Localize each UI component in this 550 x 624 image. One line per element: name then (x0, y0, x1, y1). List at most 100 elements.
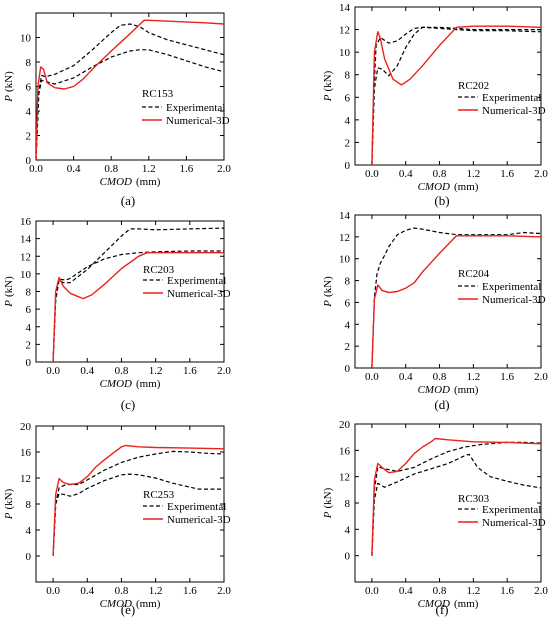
y-tick-label: 12 (339, 472, 350, 484)
x-tick-label: 2.0 (217, 585, 231, 597)
y-tick-label: 10 (339, 47, 351, 59)
x-axis-title: CMOD (mm) (100, 378, 161, 390)
chart-panel-5: 0.0 0.4 0.8 1.2 1.6 2.0 0 4 8 12 16 20 CMOD (mm) P (kN)… (3, 421, 231, 617)
y-tick-label: 4 (345, 524, 351, 536)
legend-label: Numerical-3D (482, 105, 546, 117)
y-tick-label: 4 (26, 525, 32, 537)
y-tick-label: 20 (339, 419, 351, 431)
x-axis-title: CMOD (mm) (100, 598, 161, 610)
specimen-label: RC202 (458, 80, 489, 92)
y-axis-title-unit: (kN) (322, 487, 334, 508)
y-axis-title-name: P (322, 94, 334, 102)
legend-label: Experimental (482, 281, 541, 293)
x-axis-title-unit: (mm) (454, 598, 479, 610)
x-tick-label: 0.8 (433, 168, 447, 180)
chart-panel-2: 0.0 0.4 0.8 1.2 1.6 2.0 0 2 4 6 8 10 12 14 CMOD (mm) P (k… (322, 2, 548, 208)
x-tick-label: 0.0 (365, 168, 379, 180)
y-tick-label: 10 (20, 269, 32, 281)
experimental-series-line (52, 227, 224, 362)
y-tick-label: 8 (345, 70, 351, 82)
y-axis-title: P (kN) (3, 276, 15, 308)
y-tick-label: 16 (20, 447, 32, 459)
x-tick-label: 1.2 (149, 585, 163, 597)
x-tick-label: 1.2 (149, 365, 163, 377)
x-axis-title-unit: (mm) (454, 384, 479, 396)
x-tick-label: 0.0 (46, 365, 60, 377)
y-tick-label: 6 (26, 304, 32, 316)
y-tick-label: 8 (345, 276, 351, 288)
y-tick-label: 2 (345, 137, 351, 149)
y-tick-label: 12 (339, 25, 350, 37)
y-tick-label: 12 (20, 473, 31, 485)
x-tick-label: 1.6 (180, 163, 194, 175)
x-tick-label: 2.0 (217, 163, 231, 175)
x-tick-label: 0.8 (115, 365, 129, 377)
x-tick-label: 0.4 (80, 585, 94, 597)
y-axis-title-name: P (322, 300, 334, 308)
x-axis-title: CMOD (mm) (418, 384, 479, 396)
x-tick-label: 2.0 (534, 585, 548, 597)
x-axis-title: CMOD (mm) (100, 176, 161, 188)
x-axis-title-name: CMOD (418, 384, 450, 396)
numerical-series-line (36, 19, 224, 160)
x-tick-label: 1.6 (183, 585, 197, 597)
y-tick-label: 10 (339, 254, 351, 266)
y-tick-label: 14 (20, 234, 32, 246)
panel-label: (e) (121, 602, 135, 617)
y-axis-title: P (kN) (322, 276, 334, 308)
x-axis-title-name: CMOD (418, 598, 450, 610)
specimen-label: RC204 (458, 268, 490, 280)
experimental-series-line (371, 26, 541, 165)
y-tick-label: 4 (345, 115, 351, 127)
y-axis-title-unit: (kN) (3, 276, 15, 297)
x-tick-label: 0.4 (67, 163, 81, 175)
x-tick-label: 1.2 (142, 163, 156, 175)
x-tick-label: 1.6 (500, 168, 514, 180)
specimen-label: RC253 (143, 489, 175, 501)
y-tick-label: 4 (26, 106, 32, 118)
y-tick-label: 0 (345, 551, 351, 563)
numerical-series-line (371, 25, 541, 165)
y-axis-title-name: P (3, 95, 15, 103)
y-axis-title-unit: (kN) (322, 276, 334, 297)
y-axis-title: P (kN) (3, 488, 15, 520)
experimental-series-line (36, 23, 224, 160)
y-tick-label: 12 (20, 251, 31, 263)
experimental-series-line (371, 453, 541, 556)
numerical-series-line (371, 437, 541, 556)
x-tick-label: 2.0 (217, 365, 231, 377)
y-tick-label: 4 (345, 319, 351, 331)
x-tick-label: 1.6 (500, 585, 514, 597)
x-tick-label: 0.0 (46, 585, 60, 597)
legend-label: Experimental (482, 92, 541, 104)
y-tick-label: 0 (26, 551, 32, 563)
x-axis-title-unit: (mm) (136, 176, 161, 188)
y-tick-label: 12 (339, 232, 350, 244)
x-axis-title-unit: (mm) (136, 378, 161, 390)
experimental-series-line (371, 26, 541, 165)
y-tick-label: 16 (339, 445, 351, 457)
numerical-series-line (52, 252, 224, 362)
specimen-label: RC153 (142, 88, 174, 100)
x-axis-title-unit: (mm) (454, 181, 479, 193)
panel-label: (b) (434, 193, 449, 208)
x-axis-title: CMOD (mm) (418, 598, 479, 610)
x-tick-label: 1.6 (500, 371, 514, 383)
x-tick-label: 0.8 (433, 371, 447, 383)
experimental-series-line (52, 250, 224, 362)
y-tick-label: 8 (26, 57, 32, 69)
y-tick-label: 6 (345, 92, 351, 104)
x-tick-label: 0.8 (104, 163, 118, 175)
x-axis-title-unit: (mm) (136, 598, 161, 610)
y-axis-title-name: P (3, 512, 15, 520)
legend-label: Numerical-3D (167, 288, 231, 300)
legend-label: Experimental (167, 275, 226, 287)
x-tick-label: 0.8 (115, 585, 129, 597)
legend-label: Numerical-3D (482, 294, 546, 306)
x-tick-label: 0.4 (399, 585, 413, 597)
specimen-label: RC303 (458, 493, 490, 505)
y-tick-label: 8 (26, 287, 32, 299)
y-tick-label: 8 (345, 498, 351, 510)
y-axis-title-unit: (kN) (322, 70, 334, 91)
x-axis-title: CMOD (mm) (418, 181, 479, 193)
